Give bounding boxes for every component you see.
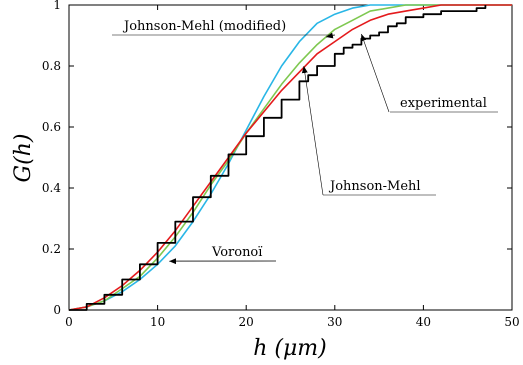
plot-frame [68, 4, 513, 311]
series-lines [68, 4, 512, 311]
y-tick-label: 0.2 [42, 242, 61, 256]
annotation-vorono: Voronoï [169, 245, 277, 265]
x-tick-label: 40 [416, 315, 431, 329]
annotation-label: Johnson-Mehl (modified) [122, 19, 286, 34]
y-tick-label: 0.8 [42, 59, 61, 73]
annotation-label: Voronoï [211, 245, 263, 260]
annotation-johnson-mehl: Johnson-Mehl [301, 65, 436, 196]
x-tick-label: 0 [65, 315, 73, 329]
series-line-vorono [68, 4, 512, 311]
axis-ticks: 0 10 20 30 40 50 0 0.2 0.4 0.6 0.8 1 [42, 0, 520, 329]
series-line-johnson-mehl [68, 4, 512, 311]
annotation-arrow [325, 32, 336, 39]
y-axis-label: G(h) [11, 134, 36, 183]
series-line-johnson-mehl-modified [68, 4, 512, 311]
x-tick-label: 50 [504, 315, 519, 329]
y-tick-label: 0.6 [42, 120, 61, 134]
annotation-arrow [360, 33, 390, 113]
x-tick-label: 10 [150, 315, 165, 329]
annotation-johnson-mehl-modified: Johnson-Mehl (modified) [112, 19, 336, 39]
y-tick-label: 1 [53, 0, 61, 12]
y-tick-label: 0 [53, 303, 61, 317]
x-tick-label: 20 [239, 315, 254, 329]
y-tick-label: 0.4 [42, 181, 61, 195]
annotation-experimental: experimental [360, 33, 498, 113]
annotations: Johnson-Mehl (modified) experimental Johns… [112, 19, 498, 265]
annotation-label: Johnson-Mehl [328, 179, 421, 194]
annotation-arrow [301, 65, 324, 196]
x-tick-label: 30 [327, 315, 342, 329]
x-axis-label: h (μm) [253, 336, 327, 361]
annotation-label: experimental [400, 96, 487, 111]
series-line-experimental [69, 5, 487, 311]
